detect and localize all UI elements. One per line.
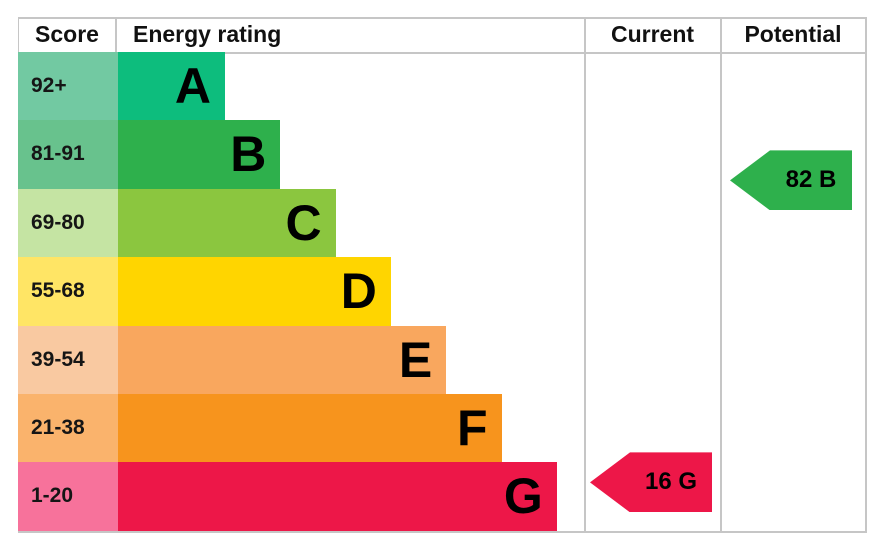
score-range-B: 81-91 — [18, 120, 118, 189]
table-top-border — [18, 17, 867, 19]
current-rating-arrow: 16 G — [590, 452, 712, 513]
current-potential-divider — [720, 17, 722, 533]
current-column-header: Current — [610, 21, 695, 47]
table-left-border — [18, 17, 19, 54]
score-column-header: Score — [35, 21, 99, 47]
score-range-A: 92+ — [18, 52, 118, 121]
score-range-G: 1-20 — [18, 462, 118, 531]
score-range-C: 69-80 — [18, 188, 118, 258]
band-bar-C: C — [118, 188, 336, 258]
rating-current-divider — [584, 17, 586, 533]
band-bar-A: A — [118, 52, 225, 121]
band-bar-G: G — [118, 462, 557, 531]
current-rating-value: 16 G — [644, 468, 698, 496]
band-bar-D: D — [118, 257, 391, 326]
score-rating-divider — [115, 17, 117, 54]
table-right-border — [865, 17, 867, 533]
potential-rating-arrow: 82 B — [730, 150, 852, 211]
band-bar-F: F — [118, 394, 502, 463]
energy-rating-column-header: Energy rating — [133, 21, 282, 47]
header-bottom-border — [18, 52, 867, 54]
potential-column-header: Potential — [744, 21, 842, 47]
score-range-F: 21-38 — [18, 394, 118, 463]
score-range-E: 39-54 — [18, 325, 118, 394]
band-bar-B: B — [118, 120, 281, 189]
band-bar-E: E — [118, 325, 447, 394]
table-bottom-border — [18, 531, 867, 533]
potential-rating-value: 82 B — [785, 166, 837, 194]
score-range-D: 55-68 — [18, 257, 118, 326]
